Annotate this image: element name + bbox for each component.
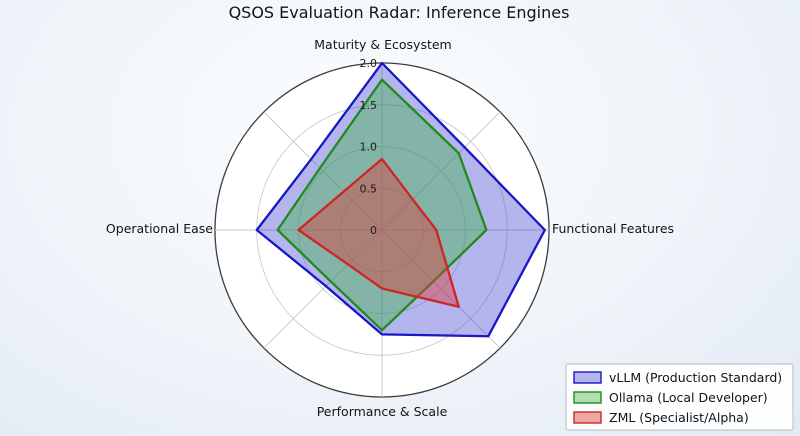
radial-tick-labels: 0 0.5 1.0 1.5 2.0 [360,57,378,237]
legend-swatch-vllm [573,371,602,384]
r-tick-label: 2.0 [360,57,378,70]
axis-label-maturity-ecosystem: Maturity & Ecosystem [314,37,451,52]
grid-spoke [381,111,501,231]
grid-spoke [381,229,501,349]
legend-frame [565,363,794,431]
legend-entry-vllm: vLLM (Production Standard) [573,370,782,385]
r-tick-label: 1.0 [360,141,378,154]
radar-series-polygons [255,61,546,338]
grid-spoke [263,229,383,349]
legend-swatch-ollama [573,391,602,404]
legend-entry-zml: ZML (Specialist/Alpha) [573,410,749,425]
legend-swatch-zml [573,411,602,424]
r-tick-label: 1.5 [360,99,378,112]
legend-label-ollama: Ollama (Local Developer) [609,390,768,405]
chart-title: QSOS Evaluation Radar: Inference Engines [229,3,570,22]
legend: vLLM (Production Standard) Ollama (Local… [565,363,794,431]
legend-entry-ollama: Ollama (Local Developer) [573,390,768,405]
r-tick-label: 0.5 [360,182,378,195]
grid-spoke [263,111,383,231]
series-polygon-2 [297,157,460,308]
legend-label-zml: ZML (Specialist/Alpha) [609,410,749,425]
axis-label-performance-scale: Performance & Scale [317,404,448,419]
series-polygon-0 [255,61,546,338]
r-tick-label: 0 [370,224,377,237]
legend-label-vllm: vLLM (Production Standard) [609,370,782,385]
series-polygon-1 [276,78,488,332]
axis-label-functional-features: Functional Features [552,221,674,236]
axis-label-operational-ease: Operational Ease [106,221,213,236]
